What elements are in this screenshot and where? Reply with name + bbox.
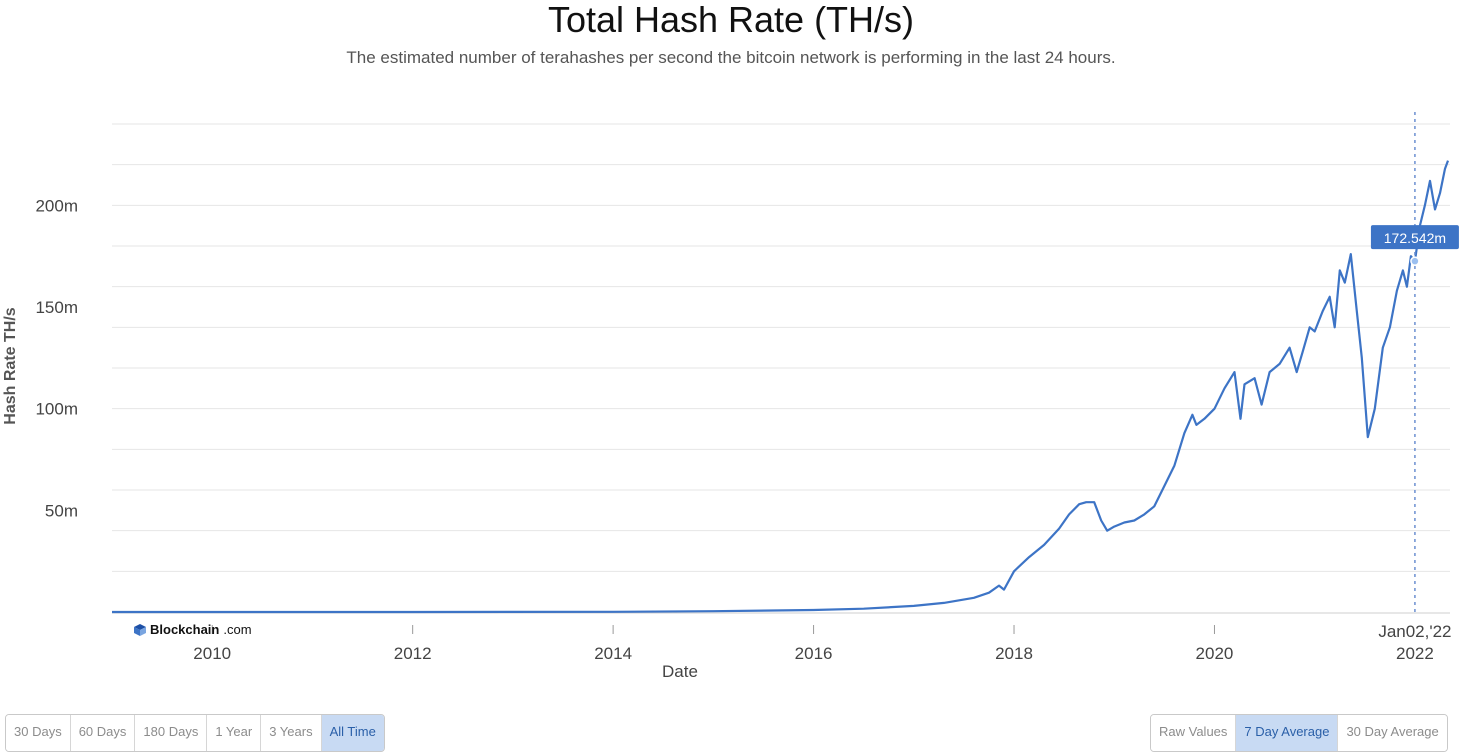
y-tick-label: 150m bbox=[35, 298, 78, 317]
x-tick-labels: 2010 2012 2014 2016 2018 2020 2022 bbox=[112, 612, 1450, 663]
x-tick-label: 2022 bbox=[1396, 644, 1434, 663]
averaging-selector: Raw Values 7 Day Average 30 Day Average bbox=[1150, 714, 1448, 752]
x-tick-label: 2012 bbox=[394, 644, 432, 663]
range-button-all-time[interactable]: All Time bbox=[321, 715, 384, 751]
page-title: Total Hash Rate (TH/s) bbox=[547, 0, 915, 40]
x-tick-label: 2018 bbox=[995, 644, 1033, 663]
x-tick-label: 2014 bbox=[594, 644, 632, 663]
series-line-group bbox=[112, 160, 1450, 614]
tooltip: 172.542m Jan02,'22 bbox=[1370, 225, 1459, 642]
x-tick-label: 2020 bbox=[1196, 644, 1234, 663]
range-button-3-years[interactable]: 3 Years bbox=[261, 715, 322, 751]
crosshair bbox=[1410, 112, 1420, 612]
range-button-1-year[interactable]: 1 Year bbox=[207, 715, 262, 751]
x-tick-label: 2016 bbox=[795, 644, 833, 663]
tooltip-value-box bbox=[1370, 225, 1459, 250]
blockchain-logo: Blockchain .com bbox=[134, 622, 252, 637]
hover-point bbox=[1410, 256, 1420, 266]
page-subtitle: The estimated number of terahashes per s… bbox=[346, 48, 1116, 67]
logo-brand: Blockchain bbox=[150, 622, 220, 637]
series-line bbox=[112, 160, 1450, 614]
mode-button-7-day-average[interactable]: 7 Day Average bbox=[1236, 715, 1339, 751]
tooltip-date: Jan02,'22 bbox=[1378, 622, 1451, 641]
y-axis-label: Hash Rate TH/s bbox=[2, 307, 19, 424]
mode-button-raw-values[interactable]: Raw Values bbox=[1151, 715, 1237, 751]
tooltip-date-box bbox=[1370, 620, 1459, 642]
time-range-selector: 30 Days 60 Days 180 Days 1 Year 3 Years All T… bbox=[5, 714, 385, 752]
x-axis-label: Date bbox=[662, 662, 698, 681]
tooltip-value: 172.542m bbox=[1384, 230, 1446, 246]
y-tick-label: 200m bbox=[35, 196, 78, 215]
logo-suffix: .com bbox=[223, 622, 252, 637]
grid-lines bbox=[112, 123, 1450, 572]
y-tick-label: 100m bbox=[35, 400, 78, 419]
range-button-30-days[interactable]: 30 Days bbox=[6, 715, 71, 751]
range-button-60-days[interactable]: 60 Days bbox=[70, 715, 136, 751]
blockchain-logo-icon bbox=[134, 623, 146, 636]
range-button-180-days[interactable]: 180 Days bbox=[135, 715, 208, 751]
mode-button-30-day-average[interactable]: 30 Day Average bbox=[1338, 715, 1447, 751]
x-tick-label: 2010 bbox=[193, 644, 231, 663]
y-tick-labels: 50m 100m 150m 200m bbox=[35, 196, 78, 520]
y-tick-label: 50m bbox=[45, 501, 78, 520]
